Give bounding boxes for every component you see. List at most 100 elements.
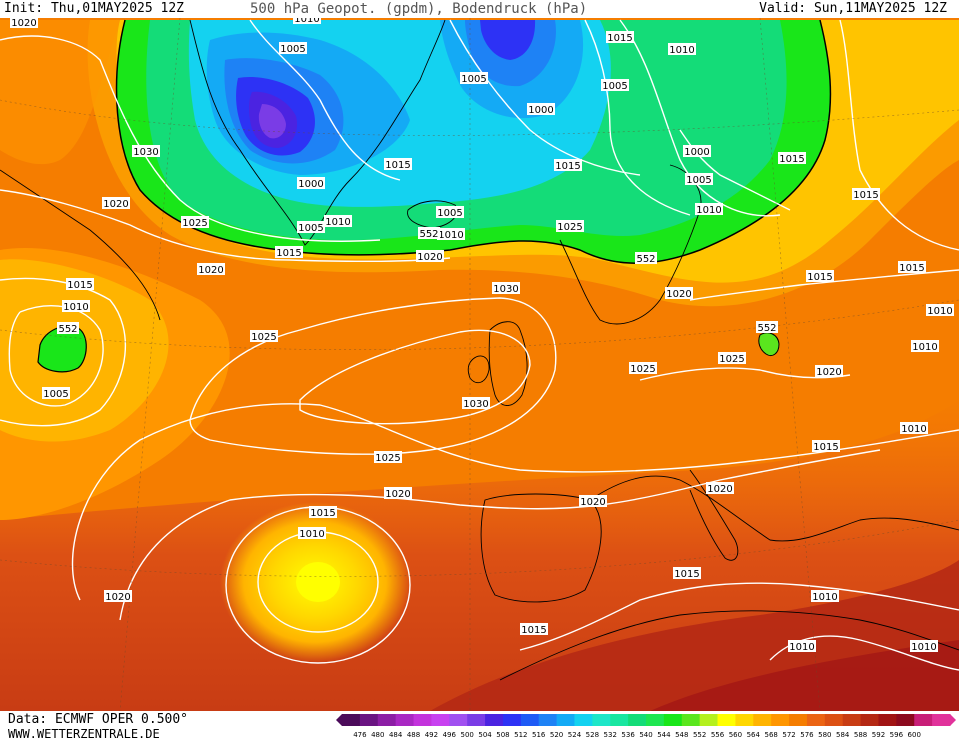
isobar-label-16: 1020: [102, 197, 130, 210]
isobar-label-15: 1015: [852, 188, 880, 201]
isobar-label-13: 1000: [297, 177, 325, 190]
colorbar-swatch: [932, 714, 951, 726]
colorbar-swatch: [699, 714, 719, 726]
isobar-label-text: 1015: [813, 442, 838, 453]
colorbar-swatch: [663, 714, 683, 726]
isobar-label-text: 1005: [686, 175, 711, 186]
isobar-label-text: 1025: [557, 222, 582, 233]
isobar-label-14: 1005: [685, 173, 713, 186]
isobars: [0, 19, 959, 671]
isobar-label-11: 1015: [778, 152, 806, 165]
colorbar-swatch: [467, 714, 486, 726]
colorbar-arrow-right: [950, 714, 956, 726]
isobar-label-43: 1025: [374, 451, 402, 464]
colorbar-swatch: [413, 714, 432, 726]
isobar-label-34: 1025: [250, 330, 278, 343]
contour-552-label-text: 552: [58, 324, 77, 335]
isobar-label-text: 1015: [853, 190, 878, 201]
isobar-label-text: 1010: [789, 642, 814, 653]
isobar-label-53: 1010: [788, 640, 816, 653]
colorbar-swatch: [538, 714, 558, 726]
isobar-label-text: 1005: [461, 74, 486, 85]
field-trough-500: [258, 104, 286, 139]
isobar-label-52: 1015: [520, 623, 548, 636]
colorbar-tick-label: 588: [854, 731, 867, 739]
isobar-label-22: 1010: [437, 228, 465, 241]
isobar-label-text: 1030: [133, 147, 158, 158]
colorbar-swatch: [610, 714, 629, 726]
colorbar-swatch: [842, 714, 862, 726]
isobar-label-27: 1015: [66, 278, 94, 291]
colorbar-tick-label: 540: [639, 731, 652, 739]
isobar-label-text: 1010: [669, 45, 694, 56]
init-time: Init: Thu,01MAY2025 12Z: [4, 1, 185, 16]
isobar-label-text: 1020: [666, 289, 691, 300]
isobar-label-text: 1025: [630, 364, 655, 375]
isobar-label-text: 1000: [528, 105, 553, 116]
colorbar-swatch: [824, 714, 844, 726]
isobar-label-49: 1020: [104, 590, 132, 603]
isobar-label-text: 1010: [927, 306, 952, 317]
isobar-label-17: 1005: [436, 206, 464, 219]
isobar-label-10: 1000: [683, 145, 711, 158]
isobar-label-text: 1005: [280, 44, 305, 55]
isobar-label-42: 1015: [812, 440, 840, 453]
colorbar-tick-label: 564: [747, 731, 761, 739]
colorbar-swatch: [717, 714, 736, 726]
colorbar-swatch: [735, 714, 754, 726]
chart-footer: Data: ECMWF OPER 0.500° WWW.WETTERZENTRA…: [0, 711, 959, 741]
isobar-label-29: 1015: [806, 270, 834, 283]
isobar-label-31: 1020: [665, 287, 693, 300]
isobar-label-35: 1010: [911, 340, 939, 353]
colorbar-tick-label: 512: [514, 731, 527, 739]
colorbar-swatch: [896, 714, 915, 726]
colorbar-tick-label: 560: [729, 731, 742, 739]
colorbar-tick-label: 576: [800, 731, 814, 739]
isobar-label-37: 1025: [718, 352, 746, 365]
colorbar-tick-label: 556: [711, 731, 725, 739]
isobar-label-36: 1025: [629, 362, 657, 375]
colorbar-swatch: [395, 714, 415, 726]
isobar-label-text: 1015: [67, 280, 92, 291]
isobar-label-text: 1025: [251, 332, 276, 343]
colorbar-tick-label: 584: [836, 731, 850, 739]
isobar-label-text: 1020: [11, 18, 36, 29]
colorbar-tick-label: 524: [568, 731, 582, 739]
isobar-label-1: 1010: [293, 18, 321, 25]
isobar-label-text: 1005: [437, 208, 462, 219]
isobar-label-44: 1020: [384, 487, 412, 500]
colorbar-tick-label: 600: [908, 731, 921, 739]
colorbar-tick-label: 552: [693, 731, 706, 739]
isobar-label-12: 1015: [554, 159, 582, 172]
contour-552-label-0: 552: [57, 322, 79, 335]
isobar-label-text: 1005: [602, 81, 627, 92]
isobar-label-40: 1030: [462, 397, 490, 410]
colorbar-tick-label: 572: [782, 731, 795, 739]
isobar-label-text: 1010: [63, 302, 88, 313]
isobar-label-text: 1015: [385, 160, 410, 171]
contour-552-label-1: 552: [418, 227, 440, 240]
colorbar-swatch: [771, 714, 790, 726]
isobar-label-38: 1020: [815, 365, 843, 378]
isobar-label-46: 1020: [706, 482, 734, 495]
weather-map: 1020 1010 1005 1015 1010 1005 1005 1000 1030 1015…: [0, 18, 959, 711]
contour-552-label-text: 552: [419, 229, 438, 240]
isobar-label-text: 1030: [493, 284, 518, 295]
colorbar-tick-label: 516: [532, 731, 546, 739]
isobar-label-39: 1005: [42, 387, 70, 400]
source-url: WWW.WETTERZENTRALE.DE: [8, 727, 160, 741]
colorbar-tick-label: 500: [460, 731, 473, 739]
data-source: Data: ECMWF OPER 0.500°: [8, 712, 189, 727]
field-nw-corner: [0, 20, 120, 165]
isobar-label-50: 1015: [673, 567, 701, 580]
isobar-label-0: 1020: [10, 18, 38, 29]
isobar-label-51: 1010: [811, 590, 839, 603]
colorbar-swatch: [806, 714, 826, 726]
isobar-label-text: 1010: [696, 205, 721, 216]
isobar-label-3: 1015: [606, 31, 634, 44]
isobar-label-text: 1015: [899, 263, 924, 274]
colorbar-tick-label: 480: [371, 731, 384, 739]
isobar-label-47: 1015: [309, 506, 337, 519]
colorbar-tick-label: 492: [425, 731, 438, 739]
contour-552: [115, 19, 832, 264]
